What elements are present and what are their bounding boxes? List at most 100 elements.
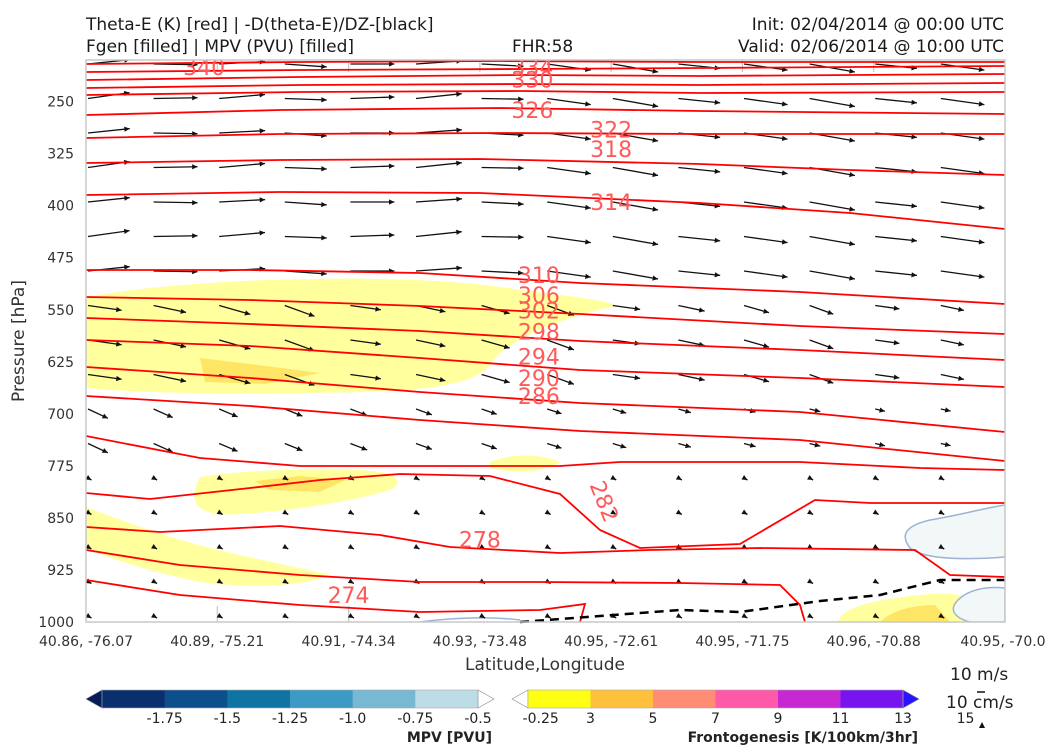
theta-e-label: 318 — [590, 138, 632, 163]
colorbar-tick-label: 5 — [649, 711, 658, 727]
wind-vector-head — [115, 375, 122, 382]
wind-vector-head — [282, 613, 289, 618]
vector-key-vertical-label: 10 cm/s — [946, 693, 1014, 713]
wind-vector — [612, 235, 659, 246]
wind-vector-head — [86, 509, 92, 515]
wind-vector-head — [763, 377, 769, 383]
x-tick-label: 40.91, -74.34 — [302, 634, 396, 650]
wind-vector-head — [544, 509, 551, 515]
wind-vector-head — [259, 128, 266, 134]
theta-e-label: 330 — [511, 68, 553, 93]
wind-vector — [940, 270, 985, 278]
wind-vector — [87, 304, 122, 311]
colorbar-tick-label: 13 — [894, 711, 912, 727]
colorbar-cap — [511, 689, 529, 709]
wind-vector — [809, 235, 856, 246]
wind-vector-head — [321, 166, 327, 172]
wind-vector — [219, 162, 266, 169]
x-tick-label: 40.86, -76.07 — [39, 634, 133, 650]
theta-e-label: 326 — [511, 99, 553, 124]
wind-vector-head — [321, 63, 327, 70]
wind-vector-head — [634, 375, 641, 381]
wind-vector-head — [490, 409, 497, 415]
colorbar-swatch — [778, 690, 841, 708]
frontogenesis-colorbar: 3 5 7 9 11 13 15 Frontogenesis [K/100km/3hr] — [511, 689, 974, 746]
wind-vector — [153, 132, 198, 135]
wind-vector-head — [652, 206, 659, 212]
wind-vector-head — [375, 306, 381, 312]
wind-vector — [415, 93, 462, 100]
wind-vector-head — [763, 343, 769, 349]
wind-vector-head — [684, 443, 691, 449]
theta-e-contour — [599, 499, 1005, 549]
theta-e-contour — [86, 82, 1005, 89]
y-tick-label: 625 — [47, 355, 74, 371]
theta-e-contour — [86, 525, 1005, 578]
wind-vector-head — [388, 163, 395, 169]
wind-vector-head — [585, 273, 591, 279]
wind-vector — [153, 304, 187, 314]
wind-vector-head — [911, 134, 917, 140]
wind-vector — [153, 373, 187, 383]
wind-vector-head — [978, 204, 985, 210]
wind-vector — [678, 270, 721, 277]
wind-vector-head — [781, 273, 788, 279]
theta-e-label: 290 — [518, 367, 560, 392]
wind-vector-head — [180, 308, 187, 314]
wind-vector-head — [479, 509, 486, 515]
wind-vector — [547, 201, 591, 209]
wind-vector-head — [347, 613, 354, 618]
wind-vector — [284, 63, 327, 68]
wind-vector-head — [675, 613, 682, 618]
wind-vector — [612, 166, 659, 177]
wind-vector-head — [456, 160, 462, 166]
wind-vector — [415, 162, 462, 169]
wind-vector-head — [456, 91, 462, 97]
wind-vector-head — [610, 509, 617, 515]
wind-vector — [481, 63, 524, 67]
wind-vector-head — [259, 230, 266, 236]
dashed-boundary — [519, 578, 1005, 624]
vector-key: 10 m/s 10 cm/s — [946, 665, 1014, 728]
plot-frame — [85, 59, 1006, 623]
colorbar-tick-label: -1.0 — [339, 711, 366, 727]
x-axis-ticks: 40.86, -76.07 40.89, -75.21 40.91, -74.34 4… — [39, 634, 1046, 650]
wind-vector-head — [781, 239, 788, 245]
wind-vector — [284, 235, 327, 239]
wind-vector-head — [911, 237, 917, 243]
theta-e-label: 298 — [518, 320, 560, 345]
wind-vector-head — [807, 613, 814, 618]
wind-vector-head — [567, 345, 574, 351]
colorbar-title: MPV [PVU] — [407, 730, 492, 746]
wind-vector-head — [741, 509, 748, 515]
wind-vector-head — [585, 204, 591, 210]
wind-vector — [940, 235, 985, 244]
wind-vector-head — [216, 475, 223, 480]
wind-vector-head — [620, 443, 627, 449]
theta-e-labels: 340 3343303263223183143103063022982942902… — [183, 60, 632, 609]
wind-vector-head — [321, 270, 327, 277]
colorbar-cap — [902, 689, 920, 709]
theta-e-contour — [86, 296, 1005, 335]
mpv-region-surface — [952, 586, 1005, 622]
wind-vector — [612, 270, 659, 280]
wind-vector-head — [259, 161, 266, 167]
wind-vector — [284, 97, 327, 101]
wind-vector-head — [361, 445, 368, 451]
wind-vector — [547, 97, 591, 106]
wind-vector-head — [216, 509, 223, 515]
colorbar-swatch — [102, 690, 166, 708]
colorbar-tick-label: -1.25 — [272, 711, 308, 727]
wind-vector-head — [426, 445, 432, 450]
wind-vector-head — [872, 544, 879, 549]
wind-vector-head — [911, 203, 917, 209]
x-tick-label: 40.96, -70.88 — [827, 634, 921, 650]
wind-vector-head — [388, 199, 395, 205]
colorbar-tick-label: -1.75 — [147, 711, 183, 727]
wind-vector-head — [101, 413, 108, 419]
wind-vector-head — [938, 613, 945, 618]
wind-vector-head — [958, 341, 964, 347]
wind-vector-head — [216, 613, 223, 618]
wind-vector — [481, 270, 524, 274]
